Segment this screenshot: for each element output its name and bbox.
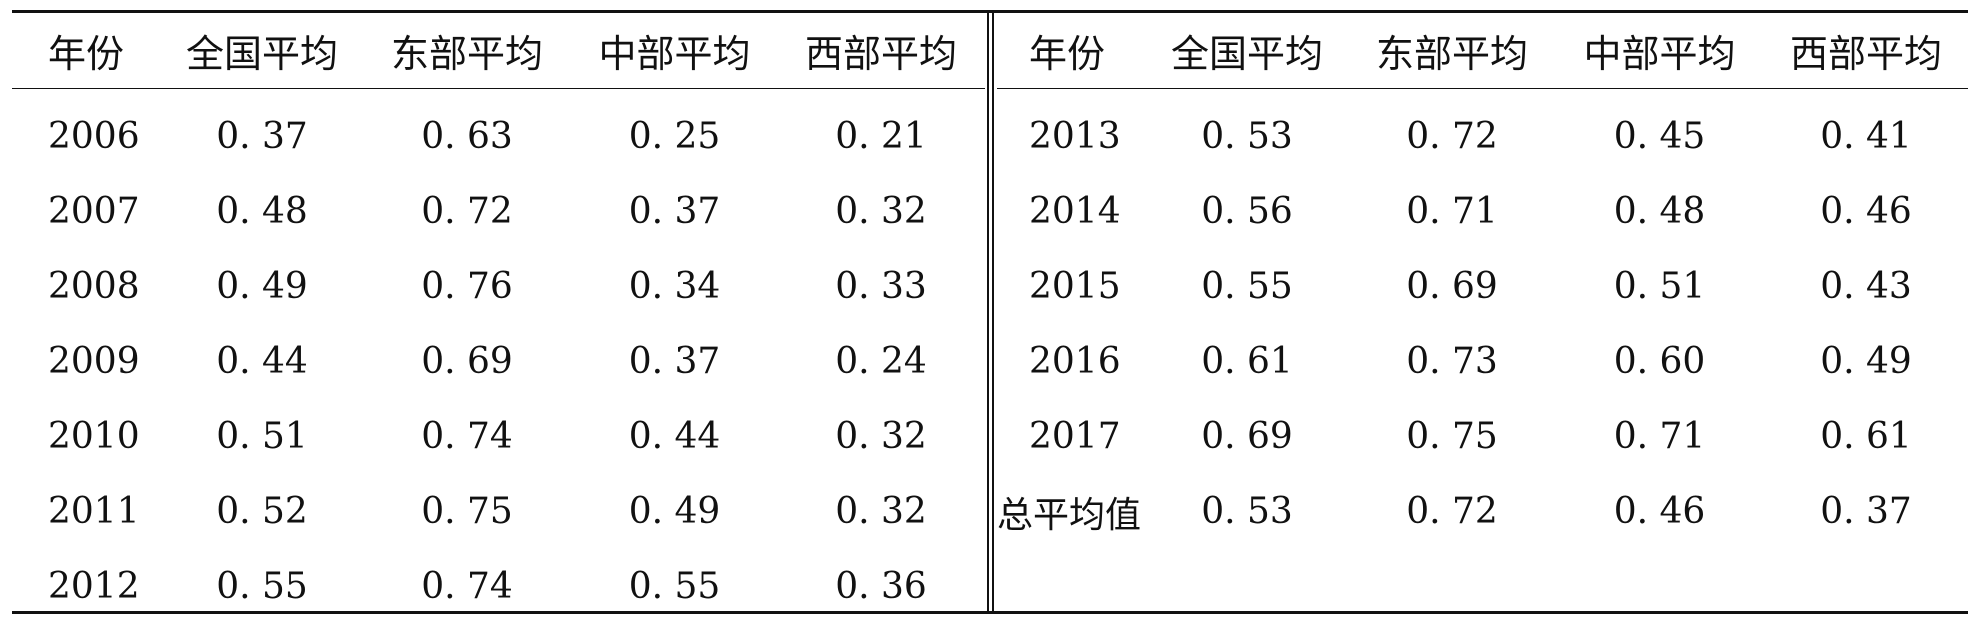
central-cell: 0. 46: [1613, 491, 1706, 532]
east-cell: 0. 75: [421, 491, 513, 532]
header-west-avg: 西部平均: [804, 32, 957, 76]
east-cell: 0. 72: [1406, 491, 1498, 532]
central-cell: 0. 55: [628, 566, 721, 607]
east-cell: 0. 63: [421, 116, 513, 157]
table-row-summary: 总平均值 0. 53 0. 72 0. 46 0. 37: [997, 474, 1968, 549]
east-cell: 0. 69: [1406, 266, 1498, 307]
year-cell: 2013: [1029, 116, 1121, 157]
central-cell: 0. 60: [1613, 341, 1706, 382]
table-row: 2013 0. 53 0. 72 0. 45 0. 41: [997, 99, 1968, 174]
year-cell: 2010: [48, 416, 140, 457]
central-cell: 0. 48: [1613, 191, 1706, 232]
central-cell: 0. 37: [628, 191, 721, 232]
west-cell: 0. 46: [1820, 191, 1912, 232]
year-cell: 2009: [48, 341, 140, 382]
central-cell: 0. 71: [1613, 416, 1706, 457]
header-national-avg: 全国平均: [185, 32, 338, 76]
year-cell: 2015: [1029, 266, 1121, 307]
header-year: 年份: [1029, 32, 1106, 76]
national-cell: 0. 53: [1201, 116, 1293, 157]
year-cell: 2006: [48, 116, 140, 157]
table-row: 2006 0. 37 0. 63 0. 25 0. 21: [12, 99, 985, 174]
national-cell: 0. 55: [216, 566, 308, 607]
table-row: 2014 0. 56 0. 71 0. 48 0. 46: [997, 174, 1968, 249]
header-central-avg: 中部平均: [598, 32, 751, 76]
national-cell: 0. 56: [1201, 191, 1293, 232]
west-cell: 0. 37: [1820, 491, 1912, 532]
header-central-avg: 中部平均: [1583, 32, 1736, 76]
table-right-half: 年份 全国平均 东部平均 中部平均 西部平均 2013 0. 53 0. 72 …: [997, 13, 1968, 611]
west-cell: 0. 24: [835, 341, 927, 382]
west-cell: 0. 21: [835, 116, 927, 157]
national-cell: 0. 48: [216, 191, 308, 232]
year-cell: 2012: [48, 566, 140, 607]
table-row: 2010 0. 51 0. 74 0. 44 0. 32: [12, 399, 985, 474]
west-cell: 0. 32: [835, 491, 927, 532]
west-cell: 0. 32: [835, 191, 927, 232]
west-cell: 0. 33: [835, 266, 927, 307]
column-divider: [992, 13, 994, 611]
national-cell: 0. 53: [1201, 491, 1293, 532]
header-row: 年份 全国平均 东部平均 中部平均 西部平均: [12, 13, 985, 89]
east-cell: 0. 76: [421, 266, 513, 307]
central-cell: 0. 25: [628, 116, 721, 157]
table-row: 2012 0. 55 0. 74 0. 55 0. 36: [12, 549, 985, 624]
east-cell: 0. 75: [1406, 416, 1498, 457]
east-cell: 0. 73: [1406, 341, 1498, 382]
table-row: 2011 0. 52 0. 75 0. 49 0. 32: [12, 474, 985, 549]
national-cell: 0. 49: [216, 266, 308, 307]
header-east-avg: 东部平均: [1375, 32, 1528, 76]
east-cell: 0. 74: [421, 566, 513, 607]
west-cell: 0. 49: [1820, 341, 1912, 382]
overall-average-label: 总平均值: [997, 494, 1142, 536]
table-row: 2016 0. 61 0. 73 0. 60 0. 49: [997, 324, 1968, 399]
data-table: 年份 全国平均 东部平均 中部平均 西部平均 2006 0. 37 0. 63 …: [12, 10, 1968, 614]
year-cell: 2016: [1029, 341, 1121, 382]
header-east-avg: 东部平均: [390, 32, 543, 76]
national-cell: 0. 69: [1201, 416, 1293, 457]
central-cell: 0. 34: [628, 266, 721, 307]
column-divider: [987, 13, 989, 611]
year-cell: 2007: [48, 191, 140, 232]
east-cell: 0. 72: [421, 191, 513, 232]
header-west-avg: 西部平均: [1789, 32, 1942, 76]
west-cell: 0. 61: [1820, 416, 1912, 457]
table-row: 2015 0. 55 0. 69 0. 51 0. 43: [997, 249, 1968, 324]
national-cell: 0. 37: [216, 116, 308, 157]
header-year: 年份: [48, 32, 125, 76]
year-cell: 2011: [48, 491, 140, 532]
west-cell: 0. 32: [835, 416, 927, 457]
central-cell: 0. 44: [628, 416, 721, 457]
national-cell: 0. 61: [1201, 341, 1293, 382]
east-cell: 0. 69: [421, 341, 513, 382]
east-cell: 0. 74: [421, 416, 513, 457]
central-cell: 0. 37: [628, 341, 721, 382]
header-row: 年份 全国平均 东部平均 中部平均 西部平均: [997, 13, 1968, 89]
table-left-half: 年份 全国平均 东部平均 中部平均 西部平均 2006 0. 37 0. 63 …: [12, 13, 985, 611]
header-national-avg: 全国平均: [1170, 32, 1323, 76]
year-cell: 2014: [1029, 191, 1121, 232]
central-cell: 0. 51: [1613, 266, 1706, 307]
national-cell: 0. 52: [216, 491, 308, 532]
east-cell: 0. 71: [1406, 191, 1498, 232]
year-cell: 2008: [48, 266, 140, 307]
table-row: 2017 0. 69 0. 75 0. 71 0. 61: [997, 399, 1968, 474]
west-cell: 0. 36: [835, 566, 927, 607]
west-cell: 0. 41: [1820, 116, 1912, 157]
east-cell: 0. 72: [1406, 116, 1498, 157]
national-cell: 0. 51: [216, 416, 308, 457]
table-row: 2009 0. 44 0. 69 0. 37 0. 24: [12, 324, 985, 399]
table-row: 2007 0. 48 0. 72 0. 37 0. 32: [12, 174, 985, 249]
west-cell: 0. 43: [1820, 266, 1912, 307]
table-row: 2008 0. 49 0. 76 0. 34 0. 33: [12, 249, 985, 324]
year-cell: 2017: [1029, 416, 1121, 457]
national-cell: 0. 55: [1201, 266, 1293, 307]
national-cell: 0. 44: [216, 341, 308, 382]
central-cell: 0. 45: [1613, 116, 1706, 157]
central-cell: 0. 49: [628, 491, 721, 532]
